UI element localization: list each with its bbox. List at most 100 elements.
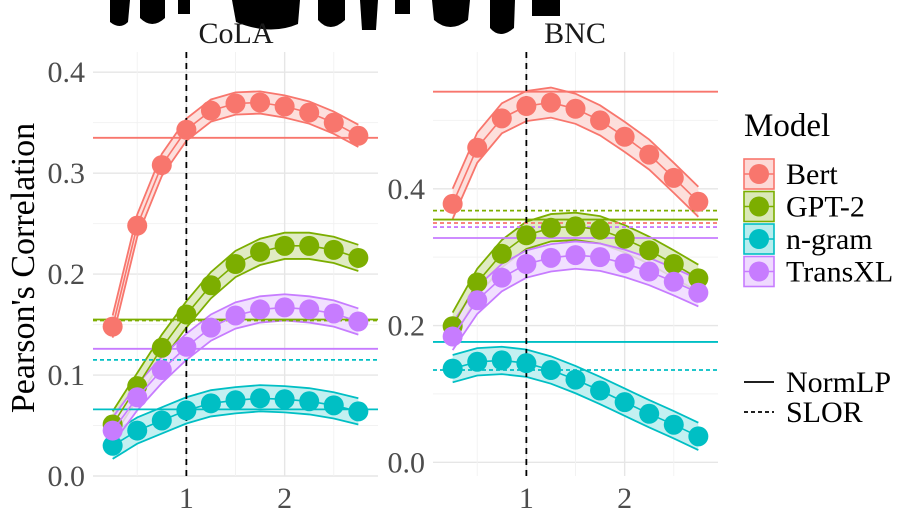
data-point-bert xyxy=(442,193,463,214)
data-point-bert xyxy=(491,108,512,129)
data-point-bert xyxy=(516,96,537,117)
data-point-n-gram xyxy=(516,353,537,374)
data-point-n-gram xyxy=(250,388,271,409)
data-point-n-gram xyxy=(639,403,660,424)
data-point-transxl xyxy=(200,317,221,338)
data-point-bert xyxy=(200,100,221,121)
data-point-transxl xyxy=(127,387,148,408)
data-point-n-gram xyxy=(614,392,635,413)
data-point-bert xyxy=(250,92,271,113)
data-point-n-gram xyxy=(663,414,684,435)
legend-label-bert: Bert xyxy=(786,158,838,191)
data-point-bert xyxy=(614,126,635,147)
y-tick-label: 0.4 xyxy=(388,173,426,206)
legend-swatch-dot xyxy=(749,261,769,282)
data-point-transxl xyxy=(274,297,295,318)
legend-title: Model xyxy=(744,108,830,144)
ribbon-lower-transxl xyxy=(451,267,699,351)
ribbon-n-gram xyxy=(112,385,359,459)
data-point-n-gram xyxy=(127,420,148,441)
data-point-bert xyxy=(102,316,123,337)
y-tick-label: 0.2 xyxy=(48,258,86,291)
data-point-gpt-2 xyxy=(200,275,221,296)
data-point-bert xyxy=(663,167,684,188)
x-tick-label: 2 xyxy=(617,482,632,515)
data-point-transxl xyxy=(176,336,197,357)
ribbon-upper-transxl xyxy=(451,240,699,324)
y-tick-label: 0.3 xyxy=(48,157,86,190)
data-point-bert xyxy=(225,93,246,114)
data-point-gpt-2 xyxy=(590,219,611,240)
data-point-gpt-2 xyxy=(688,268,709,289)
legend-label-gpt-2: GPT-2 xyxy=(786,191,865,224)
data-point-transxl xyxy=(639,261,660,282)
ribbon-n-gram xyxy=(452,346,699,450)
y-axis-label: Pearson's Correlation xyxy=(5,123,42,413)
data-point-transxl xyxy=(590,247,611,268)
data-point-bert xyxy=(540,92,561,113)
data-point-gpt-2 xyxy=(663,254,684,274)
ribbon-upper-bert xyxy=(111,90,359,316)
y-tick-label: 0.1 xyxy=(48,359,86,392)
data-point-n-gram xyxy=(348,401,369,422)
data-point-n-gram xyxy=(225,390,246,411)
legend-label-n-gram: n-gram xyxy=(786,223,873,256)
data-point-transxl xyxy=(540,247,561,268)
data-point-gpt-2 xyxy=(491,243,512,264)
data-point-bert xyxy=(348,125,369,146)
data-point-gpt-2 xyxy=(516,225,537,246)
legend-label-slor: SLOR xyxy=(786,396,863,429)
data-point-gpt-2 xyxy=(565,216,586,237)
data-point-transxl xyxy=(442,326,463,347)
data-point-n-gram xyxy=(442,358,463,379)
data-point-n-gram xyxy=(151,410,172,431)
data-point-transxl xyxy=(348,311,369,332)
data-point-gpt-2 xyxy=(540,217,561,238)
data-point-transxl xyxy=(250,299,271,320)
data-point-transxl xyxy=(151,360,172,380)
data-point-gpt-2 xyxy=(250,241,271,262)
data-point-gpt-2 xyxy=(323,239,344,260)
data-point-transxl xyxy=(299,299,320,320)
data-point-n-gram xyxy=(565,369,586,390)
y-tick-label: 0.0 xyxy=(48,460,86,493)
data-point-n-gram xyxy=(102,435,123,456)
data-point-bert xyxy=(467,137,488,158)
data-point-n-gram xyxy=(467,351,488,372)
ribbon-upper-n-gram xyxy=(112,384,359,434)
ribbon-upper-n-gram xyxy=(452,345,699,424)
data-point-n-gram xyxy=(176,400,197,421)
data-point-n-gram xyxy=(491,350,512,371)
data-point-transxl xyxy=(614,253,635,274)
data-point-transxl xyxy=(688,282,709,303)
data-point-transxl xyxy=(491,267,512,288)
data-point-n-gram xyxy=(200,393,221,414)
panel-title-cola: CoLA xyxy=(199,17,274,50)
data-point-bert xyxy=(151,155,172,176)
ribbon-lower-bert xyxy=(111,112,359,338)
data-point-gpt-2 xyxy=(639,240,660,261)
data-point-bert xyxy=(639,144,660,165)
legend-swatch-dot xyxy=(749,229,769,249)
legend-label-transxl: TransXL xyxy=(786,256,893,289)
legend-swatch-dot xyxy=(749,164,769,184)
y-tick-label: 0.4 xyxy=(48,56,86,89)
data-point-transxl xyxy=(516,254,537,274)
ribbon-bert xyxy=(452,87,699,219)
panel-cola: 0.0 0.1 0.2 0.3 0.4 1 2 xyxy=(48,52,378,515)
data-point-gpt-2 xyxy=(225,254,246,274)
ribbon-lower-transxl xyxy=(111,319,359,445)
data-point-gpt-2 xyxy=(151,337,172,358)
data-point-transxl xyxy=(323,303,344,324)
data-point-bert xyxy=(127,215,148,236)
ribbon-lower-bert xyxy=(451,116,699,220)
data-point-bert xyxy=(323,112,344,133)
data-point-bert xyxy=(176,119,197,140)
x-tick-label: 1 xyxy=(519,482,534,515)
y-tick-label: 0.2 xyxy=(388,310,426,343)
data-point-gpt-2 xyxy=(614,228,635,249)
panel-title-bnc: BNC xyxy=(544,17,606,50)
x-tick-label: 1 xyxy=(179,482,194,515)
